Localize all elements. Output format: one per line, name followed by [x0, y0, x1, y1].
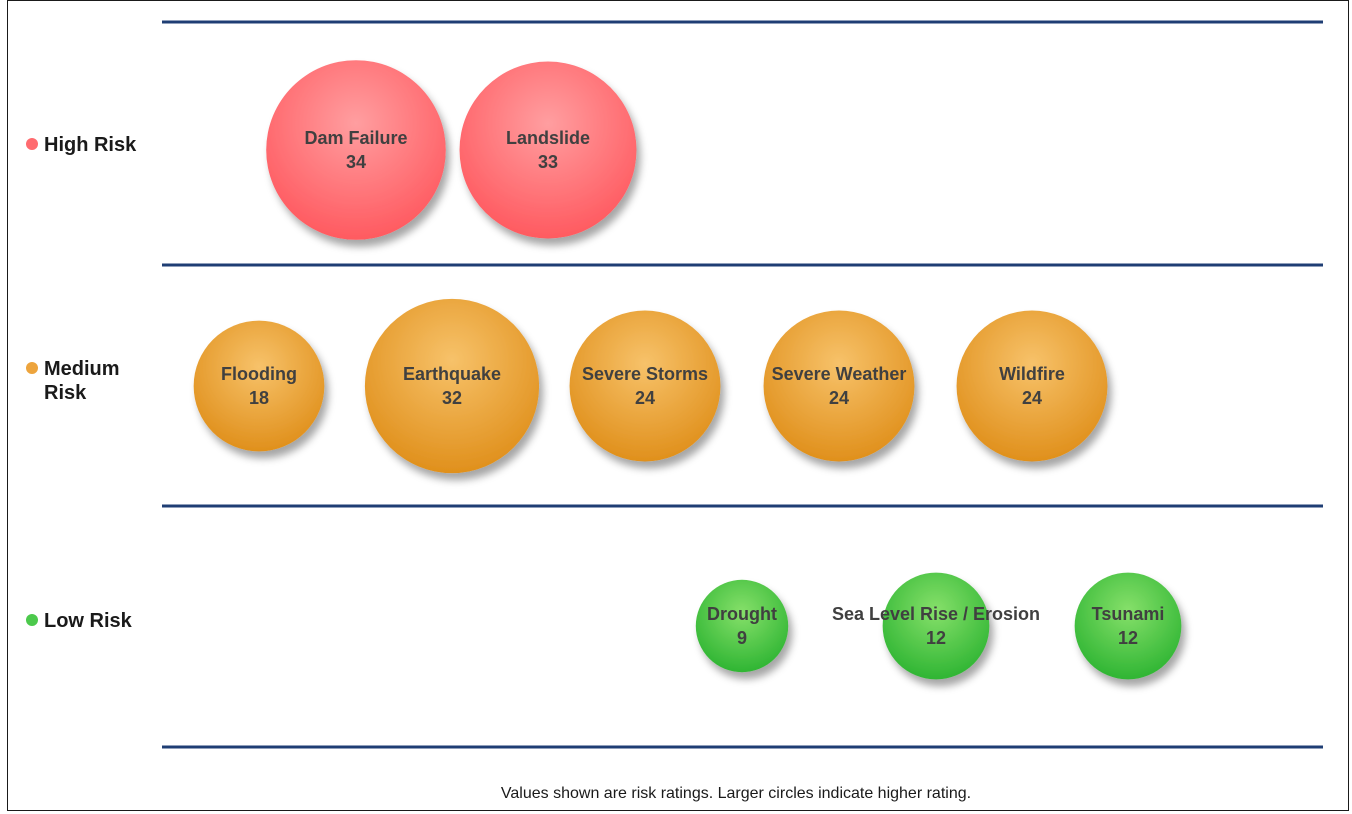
bubble-name-label: Drought: [707, 604, 777, 624]
bubble-landslide: Landslide 33: [459, 61, 637, 239]
bubble-name-label: Severe Weather: [772, 364, 907, 384]
bubble-circle: [569, 310, 721, 462]
bubble-name-label: Flooding: [221, 364, 297, 384]
bubble-value-label: 18: [249, 388, 269, 408]
bubble-value-label: 33: [538, 152, 558, 172]
bubble-value-label: 12: [1118, 628, 1138, 648]
low-risk-label: Low Risk: [44, 610, 133, 632]
bubble-name-label: Dam Failure: [304, 128, 407, 148]
bubble-value-label: 34: [346, 152, 366, 172]
tier-separators: [162, 20, 1323, 749]
medium-risk-label: Medium Risk: [44, 358, 120, 404]
bubble-circle: [1074, 572, 1182, 680]
bubble-wildfire: Wildfire 24: [956, 310, 1108, 462]
bubble-circle: [956, 310, 1108, 462]
tier-label-line: High Risk: [44, 134, 137, 156]
bubble-value-label: 24: [829, 388, 849, 408]
bubble-value-label: 32: [442, 388, 462, 408]
bubble-circle: [459, 61, 637, 239]
bubble-tsunami: Tsunami 12: [1074, 572, 1182, 680]
bubbles: Dam Failure 34 Landslide 33 Flooding 18 Earthq…: [193, 60, 1182, 680]
tier-label-line: Low Risk: [44, 610, 133, 632]
bubble-value-label: 12: [926, 628, 946, 648]
bubble-name-label: Landslide: [506, 128, 590, 148]
bubble-severe-storms: Severe Storms 24: [569, 310, 721, 462]
bubble-sea-level-rise-erosion: Sea Level Rise / Erosion 12: [832, 572, 1040, 680]
bubble-dam-failure: Dam Failure 34: [266, 60, 446, 240]
tier-label-line: Medium: [44, 358, 120, 380]
bubble-severe-weather: Severe Weather 24: [763, 310, 915, 462]
bubble-name-label: Severe Storms: [582, 364, 708, 384]
chart-footnote: Values shown are risk ratings. Larger ci…: [501, 785, 971, 802]
bubble-circle: [882, 572, 990, 680]
bubble-flooding: Flooding 18: [193, 320, 325, 452]
bubble-circle: [266, 60, 446, 240]
bubble-name-label: Sea Level Rise / Erosion: [832, 604, 1040, 624]
medium-risk-legend-dot: [26, 362, 38, 374]
bubble-earthquake: Earthquake 32: [364, 298, 540, 474]
bubble-name-label: Wildfire: [999, 364, 1065, 384]
bubble-circle: [193, 320, 325, 452]
bubble-value-label: 9: [737, 628, 747, 648]
bubble-drought: Drought 9: [695, 579, 789, 673]
tier-labels: High Risk Medium Risk Low Risk: [26, 134, 137, 632]
bubble-circle: [763, 310, 915, 462]
bubble-circle: [364, 298, 540, 474]
bubble-name-label: Tsunami: [1092, 604, 1165, 624]
bubble-value-label: 24: [635, 388, 655, 408]
bubble-value-label: 24: [1022, 388, 1042, 408]
tier-label-line: Risk: [44, 382, 87, 404]
high-risk-legend-dot: [26, 138, 38, 150]
low-risk-legend-dot: [26, 614, 38, 626]
bubble-circle: [695, 579, 789, 673]
bubble-name-label: Earthquake: [403, 364, 501, 384]
high-risk-label: High Risk: [44, 134, 137, 156]
